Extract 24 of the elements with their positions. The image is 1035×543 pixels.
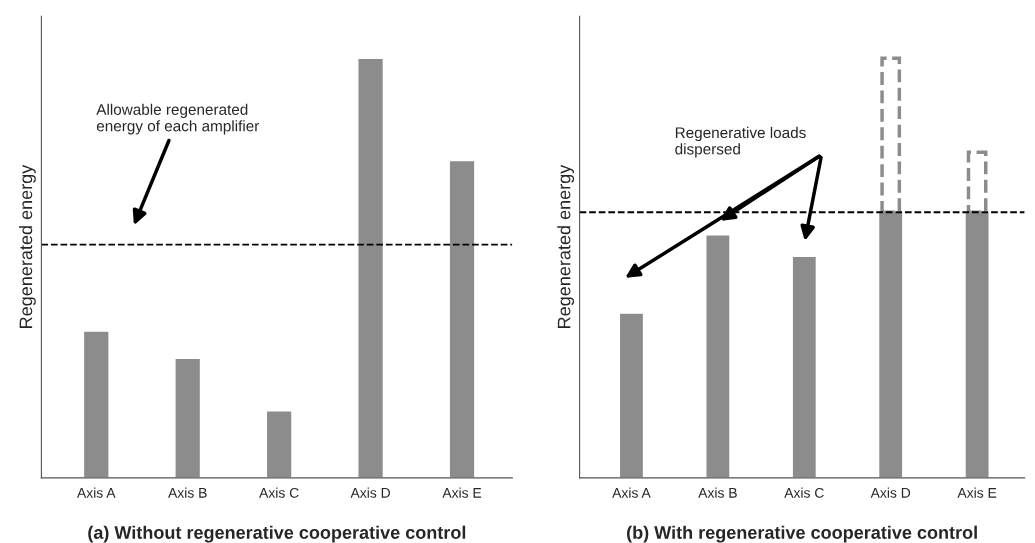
x-tick-label: Axis B bbox=[698, 487, 737, 498]
x-tick-label: Axis A bbox=[76, 487, 116, 498]
bar bbox=[82, 330, 110, 478]
x-tick-label: Axis A bbox=[612, 487, 651, 498]
bar bbox=[618, 312, 645, 478]
x-tick-label: Axis C bbox=[259, 487, 299, 498]
x-tick-label: Axis E bbox=[957, 487, 997, 498]
x-tick-label: Axis E bbox=[442, 487, 482, 498]
bar bbox=[791, 255, 818, 478]
bar bbox=[357, 57, 385, 478]
y-axis-title: Regenerated energy bbox=[557, 164, 575, 328]
text: (a) Without regenerative cooperative control bbox=[88, 525, 466, 543]
bar bbox=[174, 357, 202, 478]
x-tick-label: Axis C bbox=[784, 487, 824, 498]
bar bbox=[705, 234, 731, 478]
annotation: Allowable regenerated energy of each amplifier bbox=[96, 103, 260, 135]
annotation: Regenerative loads dispersed bbox=[675, 126, 806, 158]
x-tick-label: Axis D bbox=[350, 487, 390, 498]
bar bbox=[265, 410, 293, 478]
text: (b) With regenerative cooperative control bbox=[627, 525, 977, 543]
bar bbox=[448, 159, 476, 478]
x-tick-label: Axis D bbox=[870, 487, 911, 498]
x-tick-label: Axis B bbox=[168, 487, 207, 498]
y-axis-title: Regenerated energy bbox=[19, 164, 36, 328]
